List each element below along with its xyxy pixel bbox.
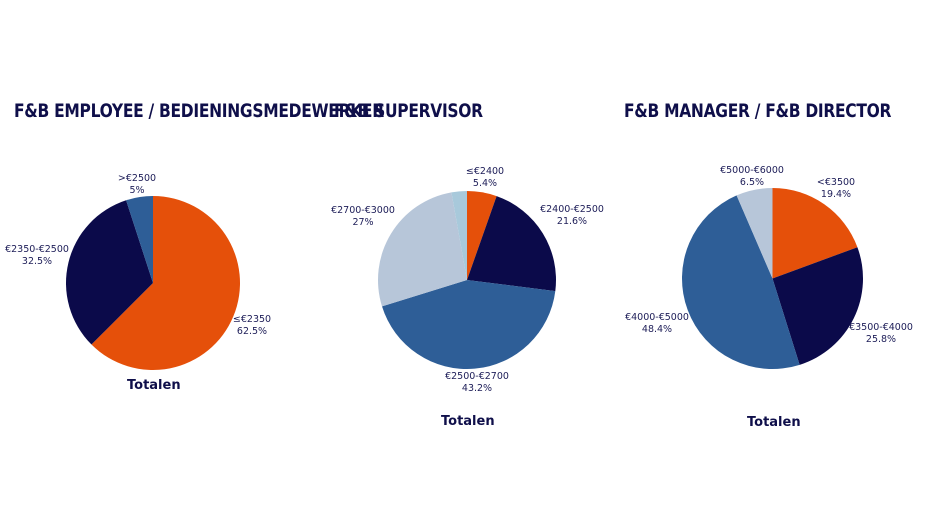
pie-3-slice-4 xyxy=(736,188,773,279)
pie-2-slice-5 xyxy=(451,191,467,280)
slice-label-3-2: €3500-€4000 25.8% xyxy=(849,322,913,346)
chart-3-subtitle: Totalen xyxy=(747,415,801,430)
pie-1-slice-1 xyxy=(91,196,240,370)
slice-label-1-3-value: 5% xyxy=(129,185,145,196)
slice-label-3-1-name: <€3500 xyxy=(816,177,856,188)
slice-label-2-3-value: 43.2% xyxy=(461,383,493,394)
pie-2-slice-2 xyxy=(467,196,556,292)
slice-label-1-1-value: 62.5% xyxy=(236,326,268,337)
slice-label-2-3-name: €2500-€2700 xyxy=(445,371,509,382)
slice-label-1-1: ≤€2350 62.5% xyxy=(233,314,271,338)
chart-2-title: F&B SUPERVISOR xyxy=(334,100,483,122)
pie-3-slice-1 xyxy=(772,188,858,279)
chart-2-subtitle: Totalen xyxy=(441,414,495,429)
slice-label-2-3: €2500-€2700 43.2% xyxy=(445,371,509,395)
pie-3-slice-2 xyxy=(772,247,863,365)
slice-label-3-4-name: €5000-€6000 xyxy=(720,165,784,176)
chart-1-subtitle: Totalen xyxy=(127,378,181,393)
slice-label-1-3: >€2500 5% xyxy=(118,173,156,197)
slice-label-2-1-value: 5.4% xyxy=(472,178,498,189)
slice-label-2-4-value: 27% xyxy=(352,217,374,228)
pie-1-slice-2 xyxy=(65,200,153,345)
slice-label-2-1-name: ≤€2400 xyxy=(465,166,505,177)
slice-label-3-4: €5000-€6000 6.5% xyxy=(720,165,784,189)
slice-label-2-4: €2700-€3000 27% xyxy=(331,205,395,229)
slice-label-2-1: ≤€2400 5.4% xyxy=(466,166,504,190)
slice-label-3-1-value: 19.4% xyxy=(820,189,852,200)
slice-label-2-4-name: €2700-€3000 xyxy=(331,205,395,216)
pie-2-slice-3 xyxy=(382,280,556,369)
slice-label-1-2: €2350-€2500 32.5% xyxy=(5,244,69,268)
pie-3-slice-3 xyxy=(681,195,800,369)
slice-label-3-4-value: 6.5% xyxy=(739,177,765,188)
slice-label-1-2-name: €2350-€2500 xyxy=(5,244,69,255)
pie-chart-3 xyxy=(681,188,863,369)
slice-label-2-2: €2400-€2500 21.6% xyxy=(540,204,604,228)
slice-label-1-3-name: >€2500 xyxy=(117,173,157,184)
slice-label-3-3: €4000-€5000 48.4% xyxy=(625,312,689,336)
slice-label-1-1-name: ≤€2350 xyxy=(232,314,272,325)
pie-2-slice-4 xyxy=(378,192,467,307)
slice-label-2-2-name: €2400-€2500 xyxy=(540,204,604,215)
slice-label-3-2-value: 25.8% xyxy=(865,334,897,345)
chart-3-title: F&B MANAGER / F&B DIRECTOR xyxy=(624,100,892,122)
pie-chart-1 xyxy=(65,196,240,370)
pie-chart-2 xyxy=(378,191,556,369)
slice-label-3-3-name: €4000-€5000 xyxy=(625,312,689,323)
slice-label-3-2-name: €3500-€4000 xyxy=(849,322,913,333)
pie-2-slice-1 xyxy=(467,191,497,280)
slice-label-3-3-value: 48.4% xyxy=(641,324,673,335)
slice-label-1-2-value: 32.5% xyxy=(21,256,53,267)
slice-label-2-2-value: 21.6% xyxy=(556,216,588,227)
slice-label-3-1: <€3500 19.4% xyxy=(817,177,855,201)
chart-1-title: F&B EMPLOYEE / BEDIENINGSMEDEWERKER xyxy=(14,100,384,122)
pie-1-slice-3 xyxy=(126,196,153,283)
